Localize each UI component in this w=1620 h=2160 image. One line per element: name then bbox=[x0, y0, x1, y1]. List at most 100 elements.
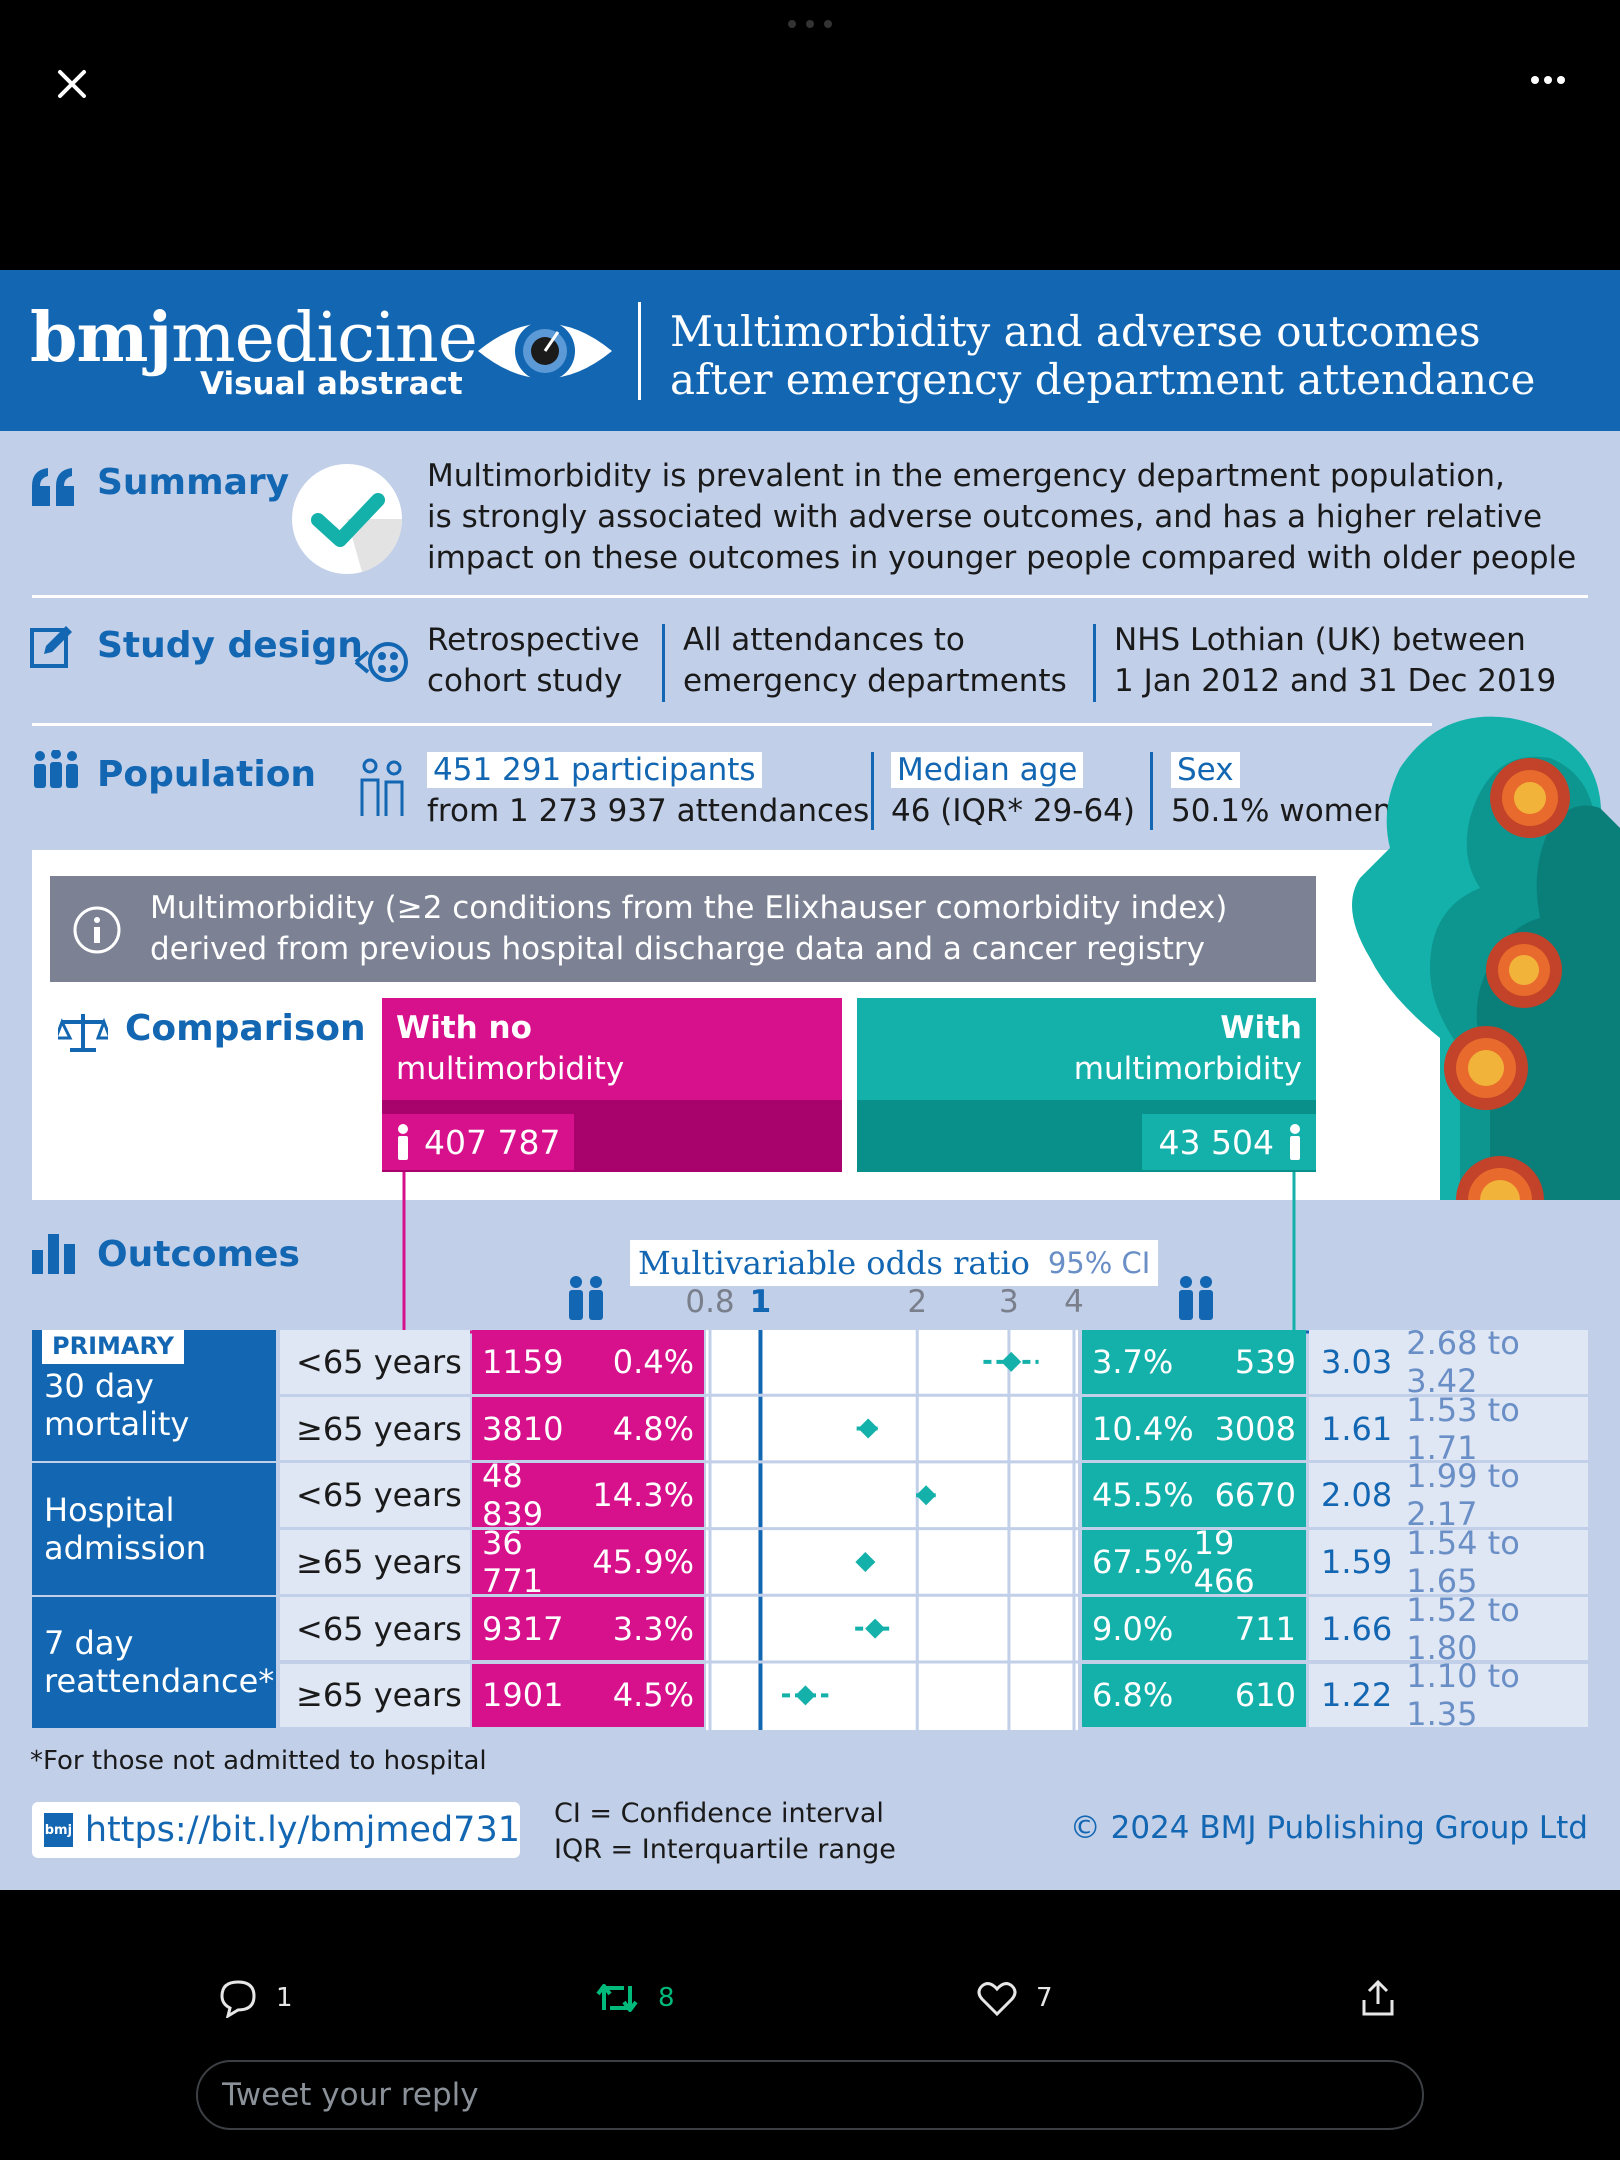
confidence-interval: 1.99 to 2.17 bbox=[1406, 1457, 1520, 1534]
no-mm-count: 407 787 bbox=[424, 1122, 561, 1162]
reply-button[interactable]: 1 bbox=[218, 1978, 293, 2018]
close-button[interactable] bbox=[50, 62, 94, 106]
human-silhouette-illustration bbox=[1352, 716, 1620, 1200]
no-mm-n: 1159 bbox=[482, 1342, 564, 1381]
no-multimorbidity-count-band: 407 787 bbox=[382, 1100, 842, 1172]
no-mm-n: 36 771 bbox=[482, 1523, 544, 1600]
reply-bubble-icon bbox=[220, 1980, 256, 2018]
age-band: <65 years bbox=[280, 1596, 470, 1661]
drag-handle[interactable] bbox=[786, 14, 834, 28]
outcome-group-label: Hospital admission bbox=[32, 1463, 276, 1595]
iqr-definition: IQR = Interquartile range bbox=[554, 1834, 896, 1865]
outcome-label-line-1: 30 day bbox=[44, 1367, 154, 1406]
article-link-text[interactable]: https://bit.ly/bmjmed731 bbox=[84, 1810, 520, 1850]
multimorbidity-definition: Multimorbidity (≥2 conditions from the E… bbox=[50, 876, 1316, 982]
section-divider bbox=[32, 723, 1432, 726]
title-line-1: Multimorbidity and adverse outcomes bbox=[670, 307, 1481, 356]
odds-ratio-title: Multivariable odds ratio bbox=[638, 1244, 1030, 1282]
study-location-line-1: NHS Lothian (UK) between bbox=[1114, 622, 1526, 658]
article-link[interactable]: bmj https://bit.ly/bmjmed731 bbox=[32, 1802, 520, 1858]
odds-ratio-header: Multivariable odds ratio 95% CI bbox=[630, 1240, 1159, 1286]
mm-percent: 45.5% bbox=[1092, 1476, 1194, 1515]
forest-plot bbox=[706, 1330, 1078, 1730]
x-tick-label: 4 bbox=[1064, 1284, 1084, 1320]
copyright: © 2024 BMJ Publishing Group Ltd bbox=[1069, 1810, 1588, 1846]
primary-badge: PRIMARY bbox=[42, 1330, 185, 1364]
abstract-header: bmjmedicine Visual abstract Multimorbidi… bbox=[0, 270, 1620, 431]
eye-icon bbox=[478, 321, 612, 381]
x-tick-label: 3 bbox=[999, 1284, 1019, 1320]
mm-n: 711 bbox=[1234, 1609, 1296, 1648]
odds-ratio-point bbox=[865, 1618, 886, 1639]
column-divider bbox=[1150, 752, 1153, 830]
reply-input[interactable] bbox=[222, 2077, 1422, 2113]
odds-ratio-value: 1.61 bbox=[1321, 1409, 1393, 1448]
participant-count: 451 291 participants from 1 273 937 atte… bbox=[427, 750, 869, 832]
retweet-count: 8 bbox=[658, 1983, 675, 2013]
odds-ratio-point bbox=[795, 1685, 816, 1706]
mm-n: 610 bbox=[1234, 1676, 1296, 1715]
brand-logo: bmjmedicine bbox=[30, 298, 478, 378]
more-options-button[interactable] bbox=[1530, 70, 1566, 90]
odds-ratio-cell: 1.66 1.52 to 1.80 bbox=[1309, 1591, 1588, 1667]
like-button[interactable]: 7 bbox=[976, 1978, 1053, 2018]
summary-line-3: impact on these outcomes in younger peop… bbox=[427, 540, 1577, 576]
odds-ratio-value: 1.59 bbox=[1321, 1542, 1393, 1581]
mm-percent: 6.8% bbox=[1092, 1676, 1174, 1715]
mm-percent: 10.4% bbox=[1092, 1409, 1194, 1448]
odds-ratio-point bbox=[855, 1551, 876, 1572]
median-age-tag: Median age bbox=[891, 752, 1084, 788]
mm-outcome: 3.7% 539 bbox=[1082, 1330, 1306, 1394]
median-age: Median age 46 (IQR* 29-64) bbox=[891, 750, 1135, 832]
mm-outcome: 45.5% 6670 bbox=[1082, 1463, 1306, 1528]
outcome-label-line-2: mortality bbox=[44, 1405, 190, 1444]
checkmark-icon bbox=[292, 464, 403, 574]
mm-outcome: 6.8% 610 bbox=[1082, 1663, 1306, 1728]
multimorbidity-group: With multimorbidity bbox=[857, 998, 1316, 1100]
no-mm-percent: 45.9% bbox=[592, 1542, 694, 1581]
bar-chart-icon bbox=[32, 1234, 75, 1274]
sex-ratio: Sex 50.1% women bbox=[1171, 750, 1393, 832]
odds-ratio-point bbox=[916, 1485, 937, 1506]
summary-label: Summary bbox=[97, 462, 290, 503]
summary-line-1: Multimorbidity is prevalent in the emerg… bbox=[427, 458, 1505, 494]
odds-ratio-cell: 1.61 1.53 to 1.71 bbox=[1309, 1391, 1588, 1467]
outcome-label-line-2: reattendance* bbox=[44, 1662, 275, 1701]
close-icon bbox=[58, 70, 86, 98]
retweet-icon bbox=[596, 1984, 638, 2012]
mm-n: 3008 bbox=[1214, 1409, 1296, 1448]
outcome-group-label: 7 day reattendance* bbox=[32, 1596, 276, 1729]
no-mm-outcome: 1901 4.5% bbox=[472, 1663, 704, 1728]
share-button[interactable] bbox=[1358, 1978, 1398, 2018]
column-divider bbox=[662, 624, 665, 702]
mm-count: 43 504 bbox=[1158, 1122, 1274, 1162]
info-icon bbox=[73, 906, 121, 954]
visual-abstract-image[interactable]: bmjmedicine Visual abstract Multimorbidi… bbox=[0, 270, 1620, 1890]
confidence-interval: 1.10 to 1.35 bbox=[1406, 1657, 1520, 1734]
no-mm-percent: 0.4% bbox=[612, 1342, 694, 1381]
summary-line-2: is strongly associated with adverse outc… bbox=[427, 499, 1543, 535]
study-type: Retrospective cohort study bbox=[427, 620, 640, 702]
mm-percent: 67.5% bbox=[1092, 1542, 1194, 1581]
mm-outcome: 10.4% 3008 bbox=[1082, 1396, 1306, 1461]
age-band: ≥65 years bbox=[280, 1396, 470, 1461]
reply-field[interactable] bbox=[196, 2060, 1424, 2130]
no-mm-n: 9317 bbox=[482, 1609, 564, 1648]
ci-label: 95% CI bbox=[1047, 1246, 1151, 1280]
heart-icon bbox=[977, 1982, 1017, 2017]
retweet-button[interactable]: 8 bbox=[594, 1978, 675, 2018]
odds-ratio-point bbox=[858, 1418, 879, 1439]
abbreviations: CI = Confidence interval IQR = Interquar… bbox=[554, 1796, 896, 1868]
age-band: <65 years bbox=[280, 1330, 470, 1394]
no-mm-label-2: multimorbidity bbox=[396, 1051, 625, 1087]
comparison-label: Comparison bbox=[125, 1008, 366, 1049]
x-tick-label: 1 bbox=[749, 1284, 772, 1320]
mm-percent: 9.0% bbox=[1092, 1609, 1174, 1648]
odds-ratio-value: 2.08 bbox=[1321, 1476, 1393, 1515]
no-mm-percent: 3.3% bbox=[612, 1609, 694, 1648]
odds-ratio-cell: 1.59 1.54 to 1.65 bbox=[1309, 1524, 1588, 1600]
no-mm-outcome: 1159 0.4% bbox=[472, 1330, 704, 1394]
study-location: NHS Lothian (UK) between 1 Jan 2012 and … bbox=[1114, 620, 1556, 702]
outcome-label-line-2: admission bbox=[44, 1529, 207, 1568]
quote-icon bbox=[32, 468, 74, 506]
